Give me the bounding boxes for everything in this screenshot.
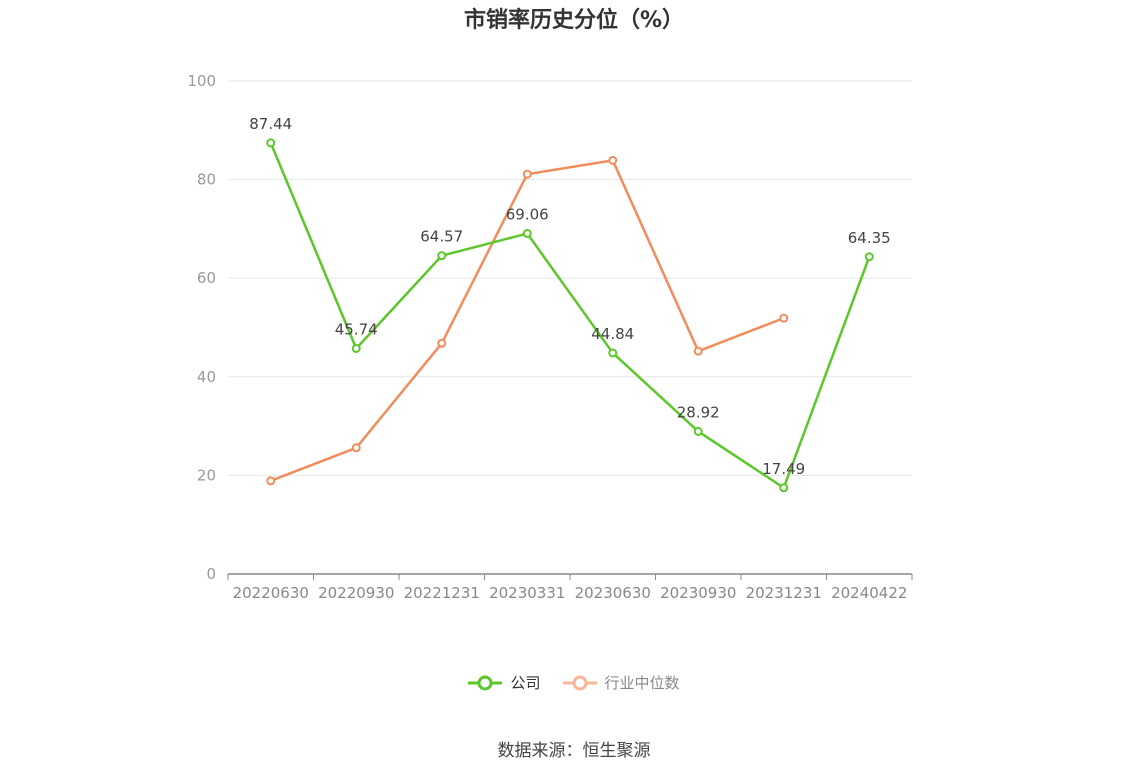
data-labels: 87.44 45.74 64.57 69.06 44.84 28.92 17.49 64.35 — [249, 115, 890, 478]
point-industry — [693, 346, 703, 356]
legend-company-marker-icon — [468, 675, 503, 690]
data-label: 64.35 — [848, 229, 891, 247]
y-tick-label: 0 — [206, 565, 216, 583]
grid-lines — [228, 80, 912, 476]
point-company — [693, 426, 703, 436]
data-label: 44.84 — [591, 325, 634, 343]
point-industry — [351, 443, 361, 453]
data-label: 64.57 — [420, 228, 463, 246]
y-tick-label: 40 — [197, 368, 216, 386]
data-label: 17.49 — [762, 460, 805, 478]
point-industry — [608, 155, 618, 165]
x-tick-label: 20230930 — [660, 584, 736, 602]
y-axis-ticks: 0 20 40 60 80 100 — [187, 72, 216, 583]
data-label: 87.44 — [249, 115, 292, 133]
y-tick-label: 80 — [197, 171, 216, 189]
y-tick-label: 20 — [197, 466, 216, 484]
point-company — [437, 251, 447, 261]
y-tick-label: 100 — [187, 72, 216, 90]
point-industry — [266, 476, 276, 486]
point-industry — [437, 338, 447, 348]
point-company — [351, 344, 361, 354]
chart-title: 市销率历史分位（%） — [463, 8, 685, 33]
point-company — [779, 483, 789, 493]
data-label: 28.92 — [677, 403, 720, 421]
x-axis: 20220630 20220930 20221231 20230331 20230630… — [227, 573, 913, 602]
point-industry — [522, 169, 532, 179]
x-tick-label: 20221231 — [404, 584, 480, 602]
point-company — [266, 138, 276, 148]
legend: 公司 行业中位数 — [0, 672, 1148, 693]
data-label: 69.06 — [506, 206, 549, 224]
point-company — [864, 252, 874, 262]
legend-industry-marker-icon — [562, 675, 597, 690]
source-note: 数据来源：恒生聚源 — [497, 741, 651, 761]
legend-item-company[interactable]: 公司 — [468, 672, 541, 693]
legend-industry-label: 行业中位数 — [604, 674, 680, 692]
x-tick-label: 20220630 — [233, 584, 309, 602]
point-industry — [779, 313, 789, 323]
x-tick-label: 20240422 — [831, 584, 907, 602]
legend-company-label: 公司 — [510, 674, 541, 692]
x-tick-label: 20220930 — [318, 584, 394, 602]
legend-item-industry[interactable]: 行业中位数 — [562, 672, 680, 693]
point-company — [608, 348, 618, 358]
y-tick-label: 60 — [197, 269, 216, 287]
series-lines — [266, 138, 874, 493]
series-line-company — [269, 142, 871, 490]
point-company — [522, 229, 532, 239]
data-label: 45.74 — [335, 321, 378, 339]
x-tick-label: 20231231 — [746, 584, 822, 602]
x-tick-label: 20230331 — [489, 584, 565, 602]
x-tick-label: 20230630 — [575, 584, 651, 602]
